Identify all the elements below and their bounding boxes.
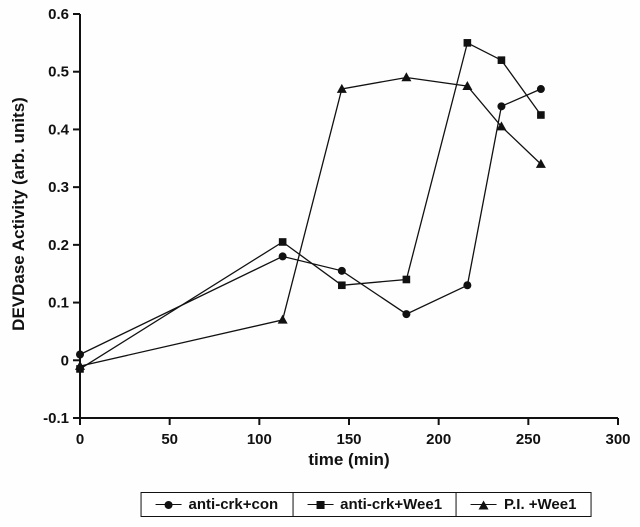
legend-item-anti-crk-wee1: anti-crk+Wee1: [292, 493, 456, 516]
y-tick-label: 0.2: [48, 237, 69, 254]
data-point-circle: [463, 281, 472, 290]
y-tick-label: 0: [61, 352, 69, 369]
legend: anti-crk+con anti-crk+Wee1 P.I. +Wee1: [140, 492, 592, 517]
x-tick-label: 200: [426, 431, 451, 448]
x-tick-label: 100: [247, 431, 272, 448]
y-tick-label: 0.6: [48, 6, 69, 23]
series-line: [79, 76, 542, 367]
y-tick-label: 0.1: [48, 295, 69, 312]
data-point-square: [278, 238, 287, 246]
data-point-square: [463, 39, 472, 47]
x-tick-label: 300: [605, 431, 630, 448]
legend-label: anti-crk+con: [188, 496, 279, 513]
square-marker-icon: [307, 498, 334, 512]
x-tick-label: 50: [161, 431, 178, 448]
circle-marker-icon: [164, 500, 173, 509]
y-tick-label: 0.5: [48, 64, 69, 81]
data-point-square: [402, 275, 411, 284]
legend-label: P.I. +Wee1: [504, 496, 577, 513]
triangle-marker-icon: [479, 500, 490, 509]
data-point-triangle: [535, 158, 546, 168]
data-point-square: [537, 111, 545, 119]
data-point-circle: [76, 350, 84, 359]
y-tick-label: 0.3: [48, 179, 69, 196]
y-tick-label: 0.4: [48, 121, 70, 138]
data-point-triangle: [75, 360, 85, 370]
circle-marker-icon: [155, 498, 182, 512]
x-tick-label: 250: [516, 431, 541, 448]
data-point-square: [338, 281, 346, 290]
data-point-circle: [497, 102, 506, 111]
data-point-triangle: [277, 314, 288, 324]
data-point-triangle: [336, 83, 347, 93]
x-tick-label: 0: [76, 431, 84, 448]
x-axis-title: time (min): [308, 450, 390, 469]
data-point-circle: [536, 85, 545, 94]
data-point-triangle: [401, 72, 412, 82]
square-marker-icon: [316, 500, 325, 509]
axes: [79, 14, 618, 419]
data-point-triangle: [496, 121, 507, 131]
data-point-square: [497, 56, 506, 64]
data-point-circle: [278, 252, 287, 261]
series-line: [79, 88, 542, 356]
data-point-circle: [337, 266, 346, 275]
legend-item-pi-wee1: P.I. +Wee1: [456, 493, 590, 516]
y-tick-label: -0.1: [43, 410, 69, 427]
triangle-marker-icon: [471, 498, 498, 512]
x-tick-label: 150: [336, 431, 361, 448]
y-axis-title: DEVDase Activity (arb. units): [9, 97, 28, 331]
data-point-circle: [402, 310, 411, 319]
legend-label: anti-crk+Wee1: [340, 496, 443, 513]
data-point-triangle: [462, 80, 473, 90]
legend-item-anti-crk-con: anti-crk+con: [142, 493, 293, 516]
